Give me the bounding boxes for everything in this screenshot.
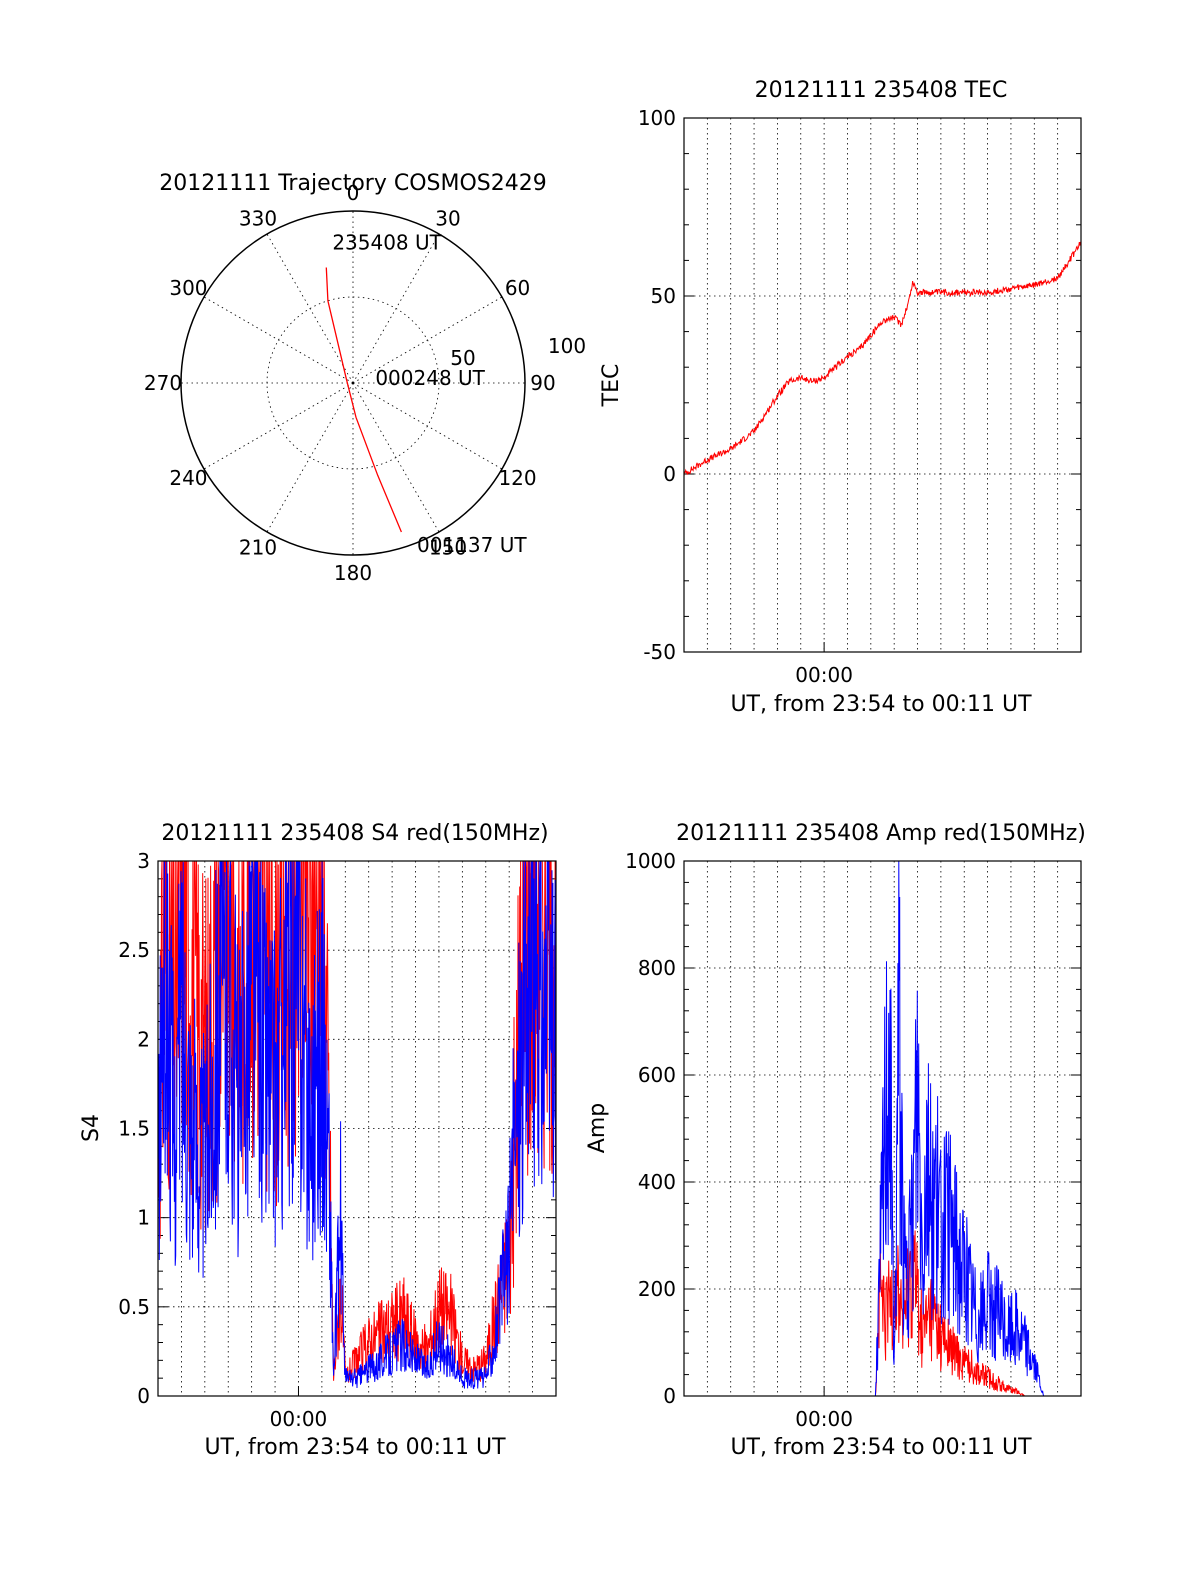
y-tick-label: 1.5	[118, 1117, 150, 1141]
y-tick-label: 50	[651, 284, 676, 308]
polar-angle-label: 270	[144, 371, 182, 395]
amp-title: 20121111 235408 Amp red(150MHz)	[676, 821, 1086, 846]
polar-spoke	[266, 233, 354, 384]
series-line	[158, 861, 556, 1390]
y-tick-label: 0	[663, 1384, 676, 1408]
polar-angle-label: 210	[239, 536, 277, 560]
trajectory-time-annotation: 235408 UT	[332, 230, 442, 254]
polar-angle-label: 180	[334, 561, 372, 585]
y-tick-label: 0	[137, 1384, 150, 1408]
s4-ylabel: S4	[79, 1114, 104, 1142]
plot-frame	[157, 860, 557, 1397]
y-tick-label: 2	[137, 1027, 150, 1051]
s4-title: 20121111 235408 S4 red(150MHz)	[161, 821, 548, 846]
polar-spoke	[352, 296, 503, 384]
y-tick-label: -50	[643, 640, 676, 664]
amp-xlabel: UT, from 23:54 to 00:11 UT	[730, 1435, 1032, 1460]
polar-spoke	[266, 382, 354, 533]
y-tick-label: 0.5	[118, 1295, 150, 1319]
polar-angle-label: 330	[239, 206, 277, 230]
plot-frame	[683, 860, 1082, 1397]
x-tick-label: 00:00	[795, 663, 853, 687]
y-tick-label: 2.5	[118, 938, 150, 962]
polar-spoke	[352, 382, 440, 533]
polar-radius-label: 50	[450, 346, 475, 370]
y-tick-label: 0	[663, 462, 676, 486]
y-tick-label: 600	[638, 1063, 676, 1087]
polar-spoke	[203, 296, 354, 384]
polar-angle-label: 60	[505, 276, 530, 300]
y-tick-label: 1000	[625, 849, 676, 873]
y-tick-label: 800	[638, 956, 676, 980]
polar-outer-circle	[180, 210, 526, 556]
polar-angle-label: 120	[498, 466, 536, 490]
s4-plot-panel: 20121111 235408 S4 red(150MHz) UT, from …	[79, 821, 557, 1460]
tec-title: 20121111 235408 TEC	[755, 78, 1008, 103]
polar-angle-label: 30	[435, 206, 460, 230]
y-tick-label: 3	[137, 849, 150, 873]
polar-radius-label: 100	[548, 334, 586, 358]
trajectory-time-annotation: 000248 UT	[375, 366, 485, 390]
series-line	[684, 1230, 1081, 1396]
amp-plot-panel: 20121111 235408 Amp red(150MHz) UT, from…	[585, 821, 1086, 1460]
y-tick-label: 1	[137, 1206, 150, 1230]
y-tick-label: 400	[638, 1170, 676, 1194]
polar-angle-label: 150	[429, 536, 467, 560]
trajectory-title: 20121111 Trajectory COSMOS2429	[159, 171, 546, 196]
y-tick-label: 200	[638, 1277, 676, 1301]
polar-spoke	[203, 382, 354, 470]
polar-angle-label: 300	[169, 276, 207, 300]
trajectory-polar-panel: 20121111 Trajectory COSMOS2429 0 30 60 90 12…	[144, 171, 586, 585]
s4-xlabel: UT, from 23:54 to 00:11 UT	[204, 1435, 506, 1460]
trajectory-time-annotation: 001137 UT	[417, 533, 527, 557]
polar-angle-label: 0	[347, 181, 360, 205]
series-line	[684, 861, 1081, 1396]
polar-spoke	[352, 382, 503, 470]
x-tick-label: 00:00	[270, 1407, 328, 1431]
tec-ylabel: TEC	[599, 364, 624, 408]
plot-frame	[683, 117, 1082, 653]
polar-angle-label: 90	[530, 371, 555, 395]
tec-xlabel: UT, from 23:54 to 00:11 UT	[730, 692, 1032, 717]
trajectory-line	[325, 267, 402, 533]
polar-angle-label: 240	[169, 466, 207, 490]
amp-ylabel: Amp	[585, 1103, 610, 1153]
tec-plot-panel: 20121111 235408 TEC UT, from 23:54 to 00…	[599, 78, 1082, 717]
y-tick-label: 100	[638, 106, 676, 130]
series-line	[684, 241, 1081, 477]
polar-spoke	[352, 233, 440, 384]
x-tick-label: 00:00	[795, 1407, 853, 1431]
